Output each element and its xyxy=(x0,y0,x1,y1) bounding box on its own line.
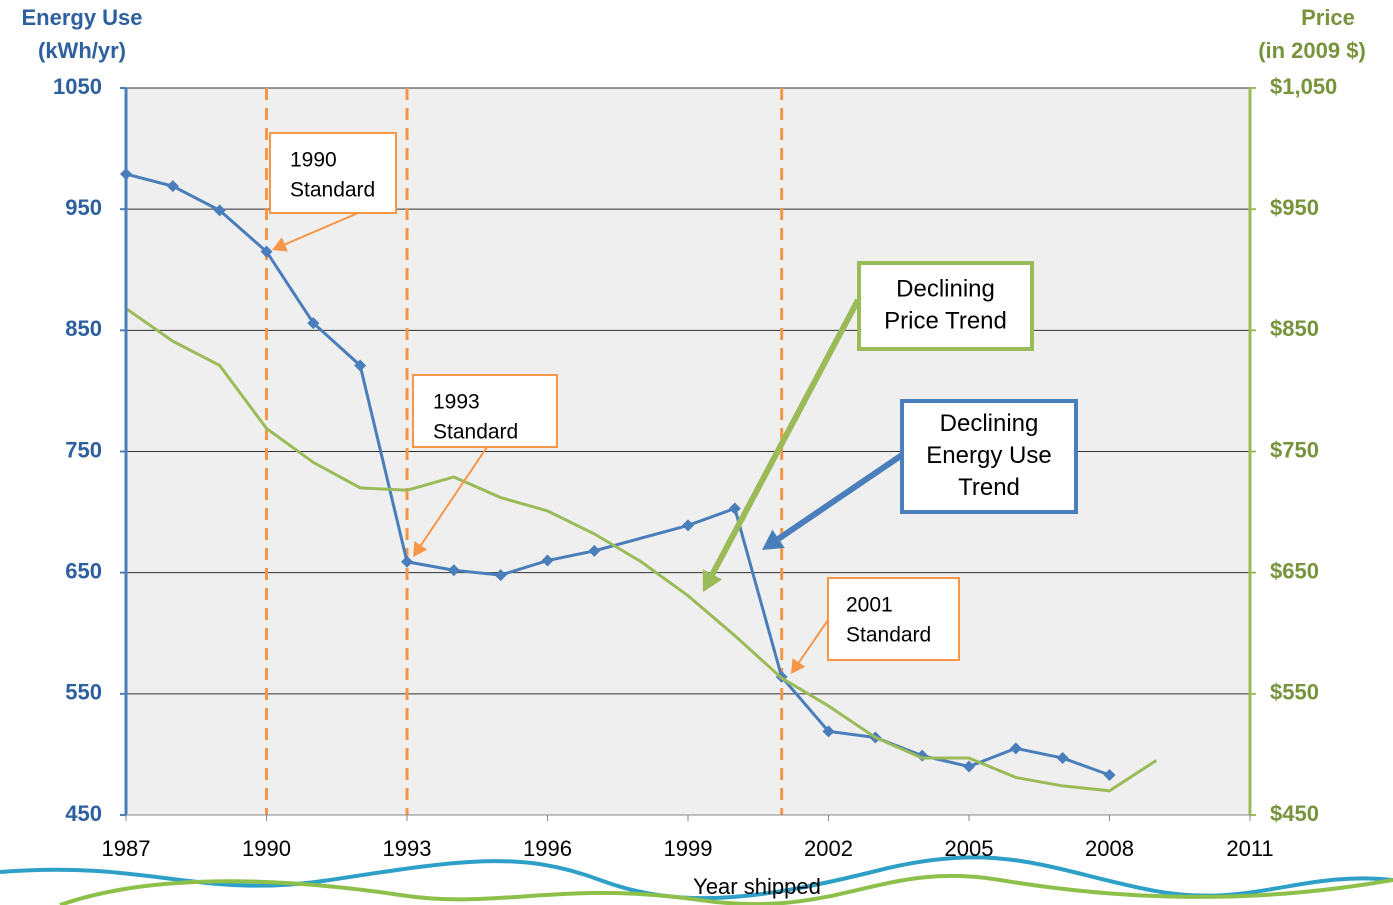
x-tick-label: 2002 xyxy=(804,836,853,861)
point xyxy=(213,204,226,217)
y-tick-label: 850 xyxy=(65,316,102,341)
arrow-head xyxy=(272,237,288,252)
arrow xyxy=(776,452,904,542)
x-tick-label: 1993 xyxy=(383,836,432,861)
y-tick-label: 450 xyxy=(65,801,102,826)
y2-tick-label: $1,050 xyxy=(1270,74,1337,99)
y2-tick-label: $850 xyxy=(1270,316,1319,341)
point xyxy=(728,502,741,515)
arrow xyxy=(709,298,861,576)
point xyxy=(307,317,320,330)
point xyxy=(822,725,835,738)
annotation-text: 1990 xyxy=(290,149,337,172)
x-tick-label: 2011 xyxy=(1226,836,1273,861)
x-tick-label: 1996 xyxy=(523,836,572,861)
series-line xyxy=(125,307,1158,793)
annotation-text: Standard xyxy=(290,179,375,202)
y-tick-label: 750 xyxy=(65,437,102,462)
arrow-head xyxy=(762,529,785,550)
decoration xyxy=(0,855,1393,905)
point xyxy=(1009,742,1022,755)
point xyxy=(588,544,601,557)
annotation-box xyxy=(269,132,397,214)
arrow-head xyxy=(791,658,806,674)
wave xyxy=(59,873,1393,905)
y-tick-label: 650 xyxy=(65,558,102,583)
point xyxy=(260,245,273,258)
y2-tick-label: $650 xyxy=(1270,558,1319,583)
x-tick-label: 1987 xyxy=(102,836,151,861)
point xyxy=(494,569,507,582)
point xyxy=(447,564,460,577)
x-tick-label: 2005 xyxy=(945,836,994,861)
annotation-text: 2001 xyxy=(846,594,893,617)
arrow xyxy=(419,446,488,546)
y2-axis-title: (in 2009 $) xyxy=(1258,38,1366,63)
y2-tick-label: $950 xyxy=(1270,195,1319,220)
point xyxy=(682,519,694,532)
point xyxy=(166,180,179,193)
annotation-text: Standard xyxy=(846,624,931,647)
y2-tick-label: $750 xyxy=(1270,437,1319,462)
x-tick-label: 1990 xyxy=(242,836,291,861)
annotation-box xyxy=(827,577,960,661)
y2-tick-label: $450 xyxy=(1270,801,1319,826)
annotation-box xyxy=(857,261,1034,351)
x-tick-label: 2008 xyxy=(1085,836,1134,861)
annotation-text: 1993 xyxy=(433,391,480,414)
y-axis-title: (kWh/yr) xyxy=(38,38,126,63)
annotation-box xyxy=(900,399,1078,514)
annotation-text: Declining xyxy=(896,275,995,302)
point xyxy=(401,555,413,568)
y2-tick-label: $550 xyxy=(1270,680,1319,705)
annotation-box xyxy=(412,374,558,448)
y-tick-label: 550 xyxy=(65,680,102,705)
y-tick-label: 1050 xyxy=(53,74,102,99)
annotation-text: Standard xyxy=(433,421,518,444)
point xyxy=(1056,752,1069,765)
point xyxy=(354,359,367,372)
point xyxy=(1103,769,1116,782)
point xyxy=(541,554,554,567)
arrow-head xyxy=(413,541,428,557)
annotation-text: Price Trend xyxy=(884,307,1007,334)
annotation-text: Energy Use xyxy=(926,442,1051,469)
y2-axis-title: Price xyxy=(1301,5,1355,30)
arrow xyxy=(284,212,359,246)
wave xyxy=(0,855,1393,901)
y-axis-title: Energy Use xyxy=(21,5,142,30)
annotation-text: Trend xyxy=(958,474,1020,501)
y-tick-label: 950 xyxy=(65,195,102,220)
arrow-head xyxy=(702,569,723,592)
annotation-text: Declining xyxy=(940,410,1039,437)
x-tick-label: 1999 xyxy=(664,836,713,861)
arrow xyxy=(798,619,829,664)
point xyxy=(963,760,975,773)
x-axis-title: Year shipped xyxy=(693,874,821,899)
